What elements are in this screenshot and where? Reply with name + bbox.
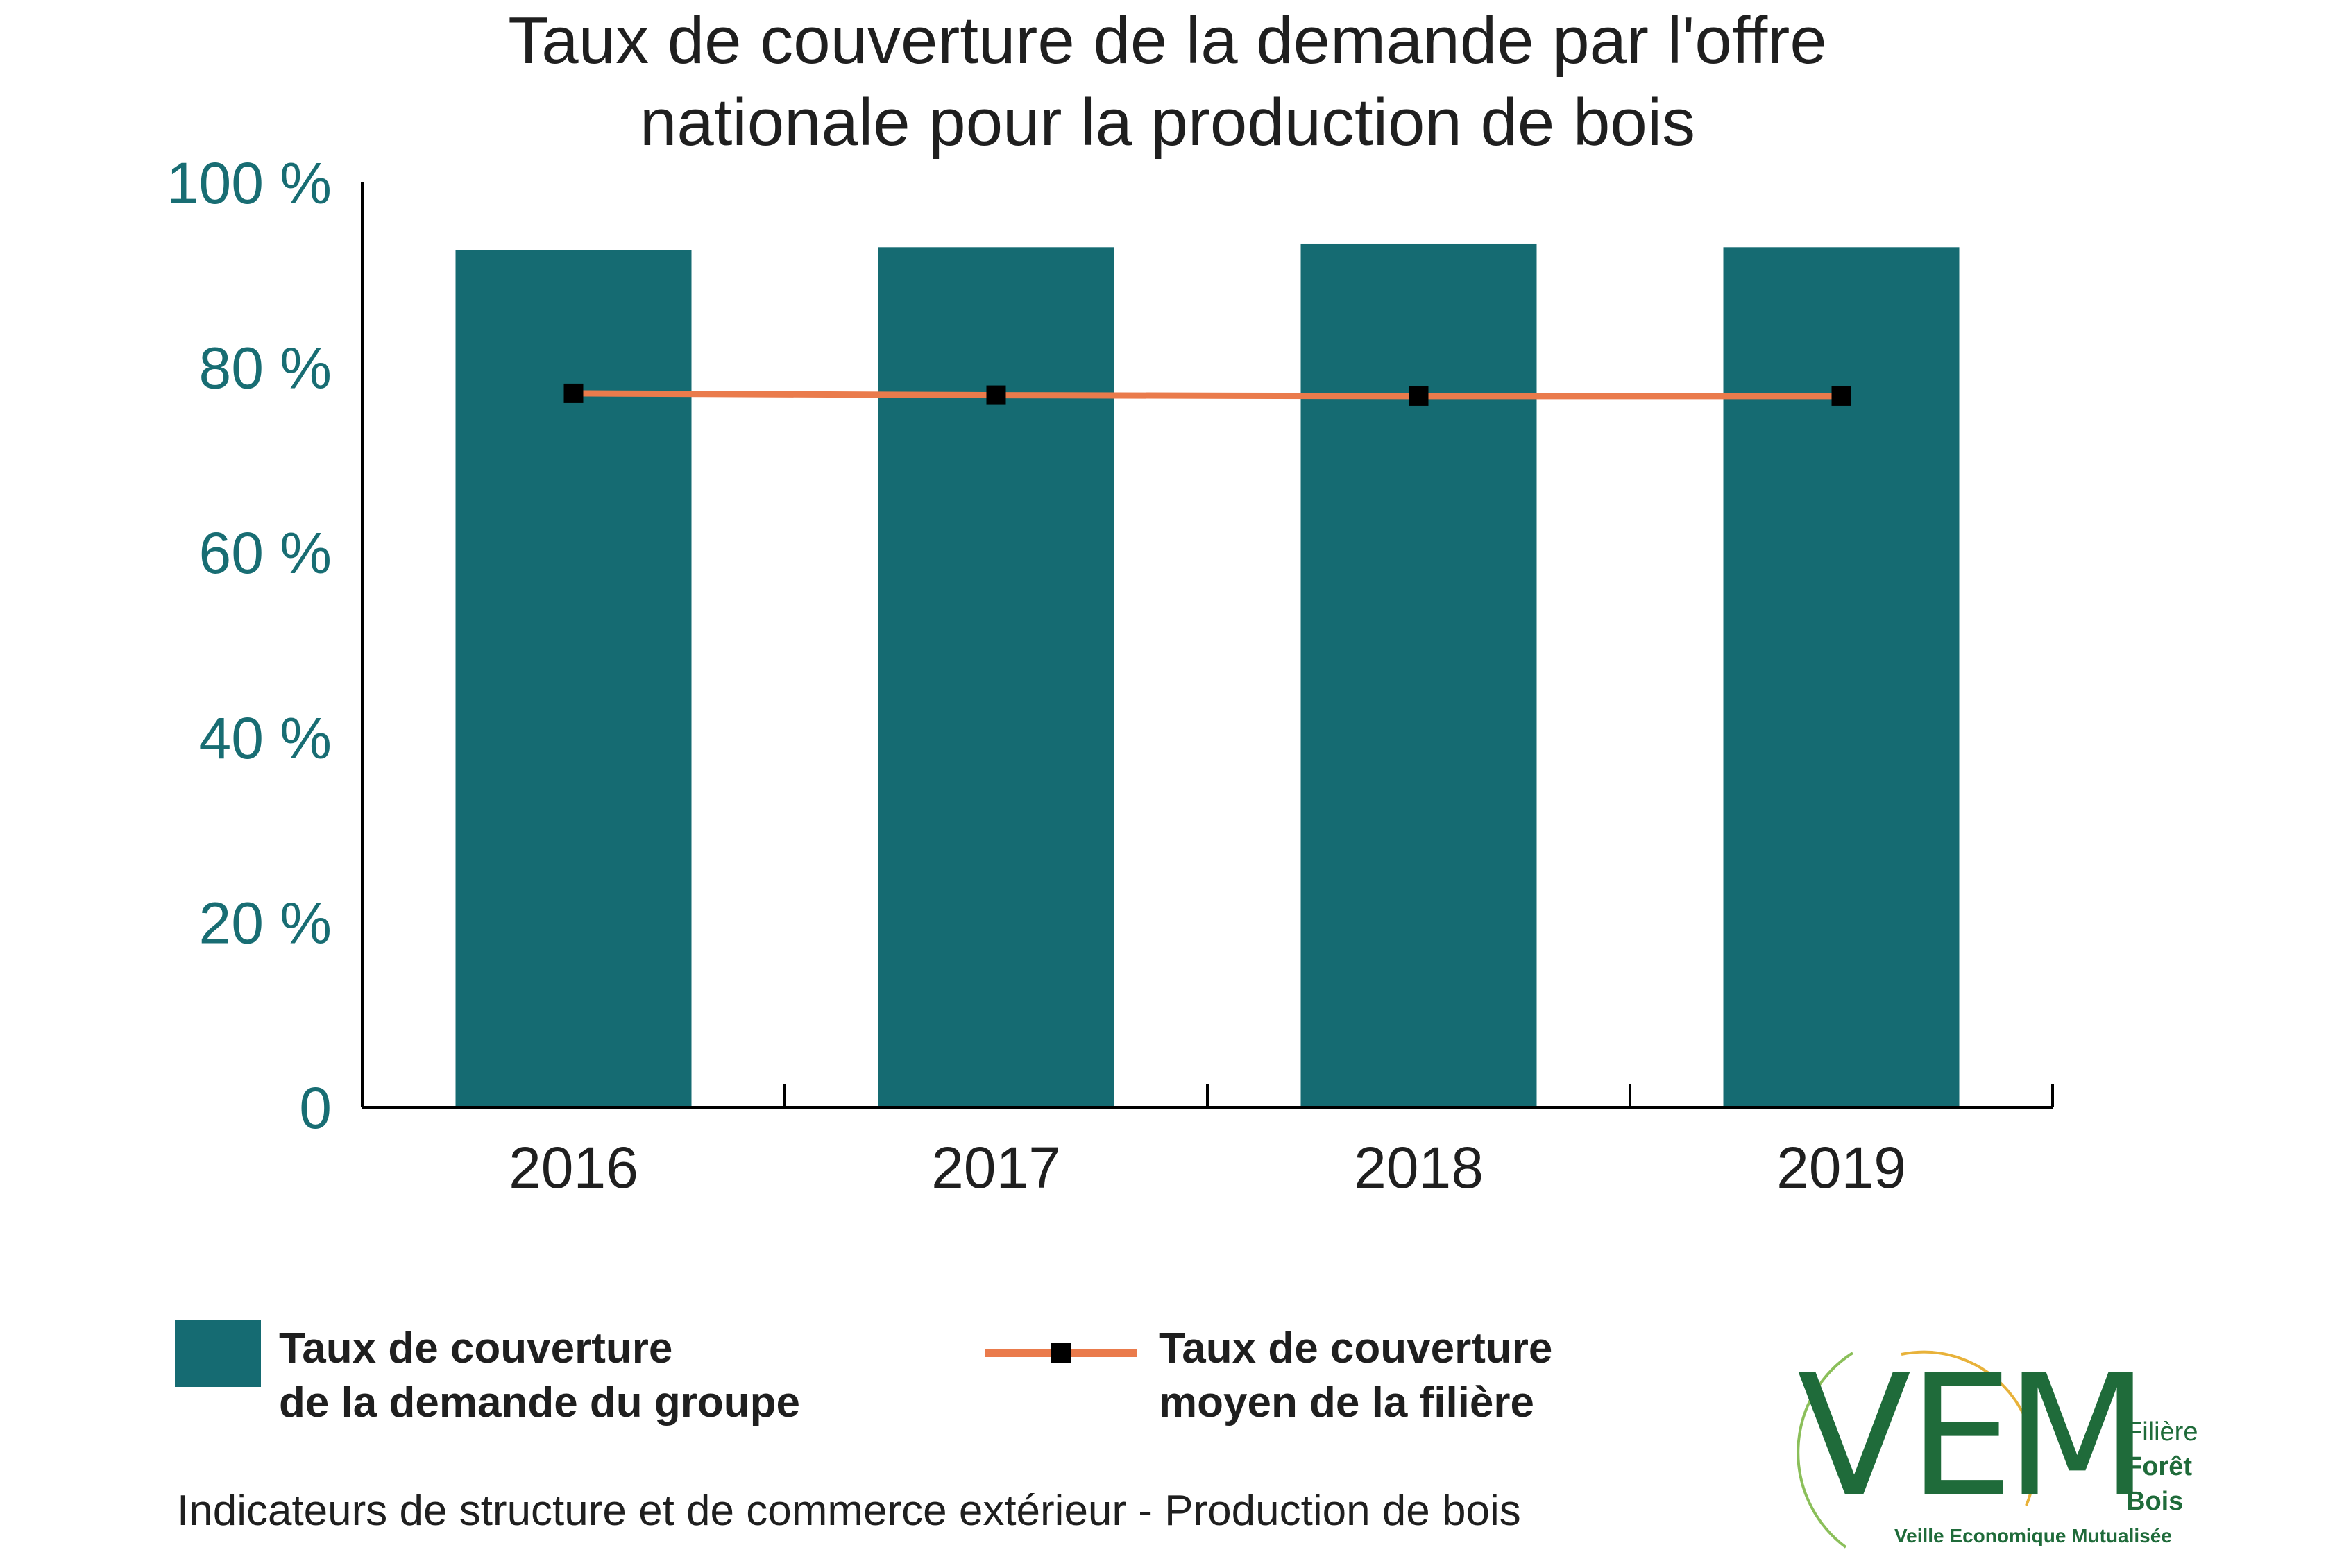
bar-2016 — [455, 250, 692, 1108]
y-tick-label: 100 % — [167, 151, 332, 216]
bar-series — [455, 243, 1960, 1108]
legend-line-swatch — [985, 1343, 1137, 1363]
legend-line-label: Taux de couverture moyen de la filière — [1159, 1322, 1552, 1430]
y-tick-label: 60 % — [199, 520, 332, 586]
y-tick-label: 0 — [299, 1075, 332, 1141]
y-tick-label: 80 % — [199, 336, 332, 401]
logo-letter-m: M — [2005, 1339, 2150, 1533]
legend-bar-label-line-1: Taux de couverture — [279, 1324, 673, 1372]
logo-letter-v: V — [1797, 1339, 1912, 1533]
logo-side-line-2: Forêt — [2126, 1452, 2192, 1481]
footer-caption: Indicateurs de structure et de commerce … — [177, 1487, 1521, 1535]
bar-2019 — [1723, 247, 1960, 1107]
line-average — [573, 390, 1842, 400]
logo-side-line-3: Bois — [2126, 1487, 2184, 1516]
line-marker-2016 — [563, 383, 584, 403]
x-tick-label: 2018 — [1354, 1135, 1484, 1200]
bar-2018 — [1300, 243, 1537, 1107]
x-axis-ticks: 2016 2017 2018 2019 — [509, 1135, 1906, 1200]
x-tick-label: 2016 — [509, 1135, 638, 1200]
y-tick-label: 20 % — [199, 890, 332, 955]
line-series — [563, 383, 1851, 406]
logo-tagline: Veille Economique Mutualisée — [1894, 1525, 2172, 1546]
y-tick-label: 40 % — [199, 706, 332, 771]
plot-area: 0 20 % 40 % 60 % 80 % 100 % 2016 2017 2018 2019 — [167, 151, 2054, 1200]
legend-line-label-line-1: Taux de couverture — [1159, 1324, 1553, 1372]
logo-letter-e: E — [1908, 1339, 2014, 1533]
line-marker-2019 — [1831, 386, 1851, 406]
legend-bar-label-line-2: de la demande du groupe — [279, 1379, 800, 1426]
legend-bar-swatch — [175, 1320, 261, 1387]
chart-title-line-1: Taux de couverture de la demande par l'o… — [508, 3, 1827, 78]
logo-arc — [1797, 1350, 2037, 1549]
legend-bar-label: Taux de couverture de la demande du grou… — [279, 1322, 800, 1430]
legend-line-label-line-2: moyen de la filière — [1159, 1379, 1534, 1426]
logo-side-line-1: Filière — [2126, 1417, 2198, 1447]
line-marker-2017 — [986, 385, 1006, 405]
chart-title-line-2: nationale pour la production de bois — [639, 85, 1696, 160]
y-axis-ticks: 0 20 % 40 % 60 % 80 % 100 % — [167, 151, 332, 1141]
bar-2017 — [878, 247, 1114, 1107]
vem-logo: V E M Filière Forêt Bois Veille Economiq… — [1797, 1339, 2241, 1554]
line-marker-2018 — [1409, 386, 1429, 406]
x-tick-label: 2017 — [931, 1135, 1061, 1200]
chart-title: Taux de couverture de la demande par l'o… — [0, 0, 2335, 164]
x-tick-label: 2019 — [1776, 1135, 1906, 1200]
axes — [361, 182, 2054, 1109]
